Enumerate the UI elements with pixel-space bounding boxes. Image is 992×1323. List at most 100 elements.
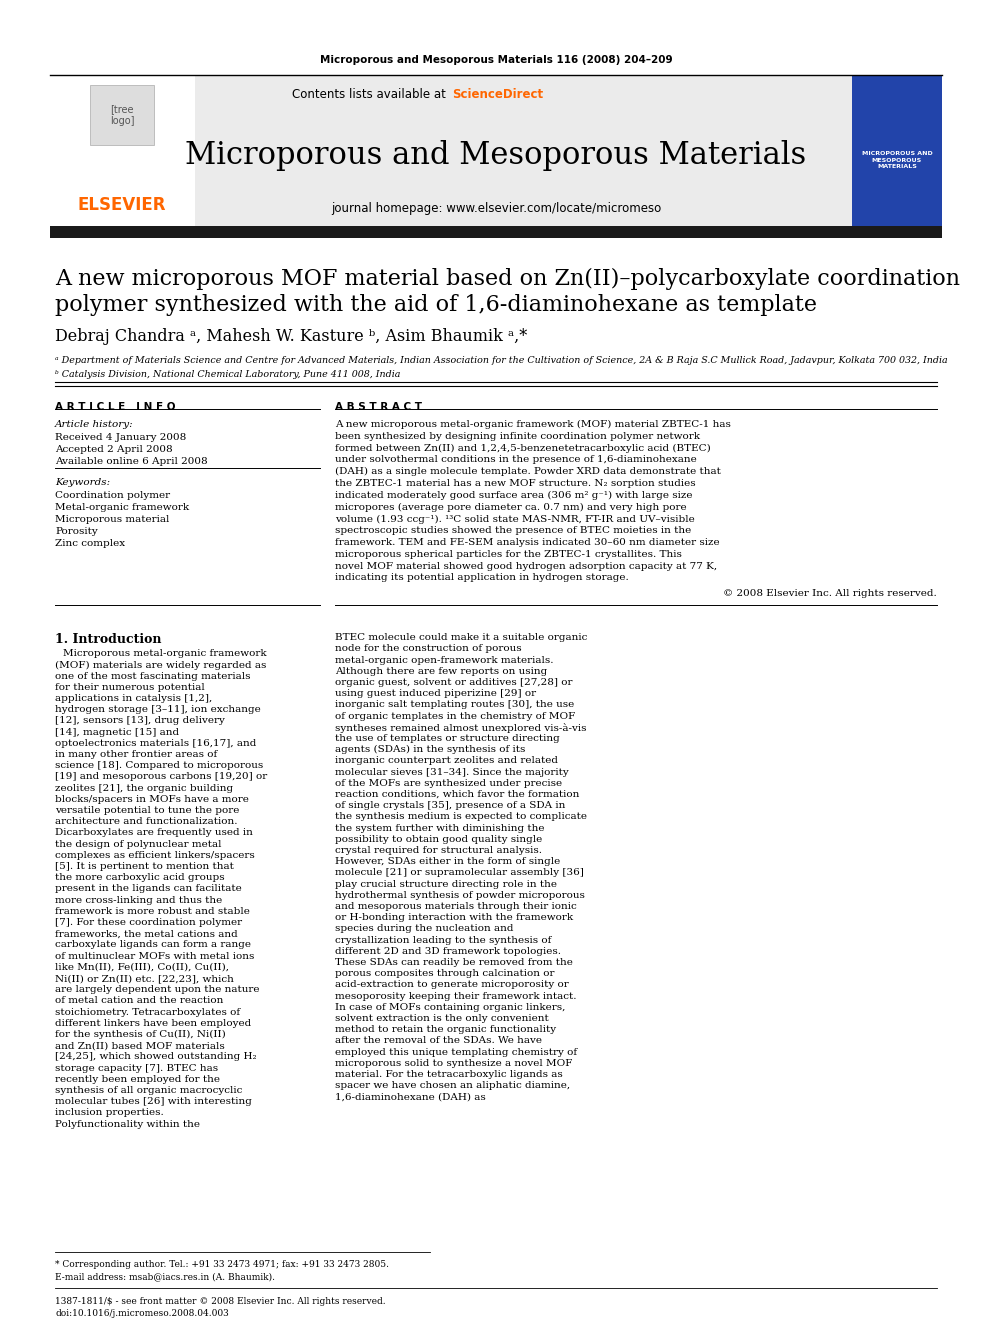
Text: indicating its potential application in hydrogen storage.: indicating its potential application in …	[335, 573, 629, 582]
Text: A B S T R A C T: A B S T R A C T	[335, 402, 422, 411]
Text: These SDAs can readily be removed from the: These SDAs can readily be removed from t…	[335, 958, 572, 967]
Text: journal homepage: www.elsevier.com/locate/micromeso: journal homepage: www.elsevier.com/locat…	[331, 202, 661, 216]
Text: © 2008 Elsevier Inc. All rights reserved.: © 2008 Elsevier Inc. All rights reserved…	[723, 589, 937, 598]
Text: inclusion properties.: inclusion properties.	[55, 1109, 164, 1118]
Text: method to retain the organic functionality: method to retain the organic functionali…	[335, 1025, 557, 1035]
Text: Debraj Chandra ᵃ, Mahesh W. Kasture ᵇ, Asim Bhaumik ᵃ,*: Debraj Chandra ᵃ, Mahesh W. Kasture ᵇ, A…	[55, 328, 528, 345]
Text: in many other frontier areas of: in many other frontier areas of	[55, 750, 217, 759]
Text: blocks/spacers in MOFs have a more: blocks/spacers in MOFs have a more	[55, 795, 249, 804]
Text: molecule [21] or supramolecular assembly [36]: molecule [21] or supramolecular assembly…	[335, 868, 584, 877]
Text: spectroscopic studies showed the presence of BTEC moieties in the: spectroscopic studies showed the presenc…	[335, 527, 691, 536]
Text: doi:10.1016/j.micromeso.2008.04.003: doi:10.1016/j.micromeso.2008.04.003	[55, 1308, 229, 1318]
Text: node for the construction of porous: node for the construction of porous	[335, 644, 522, 654]
Text: hydrogen storage [3–11], ion exchange: hydrogen storage [3–11], ion exchange	[55, 705, 261, 714]
Text: indicated moderately good surface area (306 m² g⁻¹) with large size: indicated moderately good surface area (…	[335, 491, 692, 500]
Text: volume (1.93 ccg⁻¹). ¹³C solid state MAS-NMR, FT-IR and UV–visible: volume (1.93 ccg⁻¹). ¹³C solid state MAS…	[335, 515, 694, 524]
Text: crystallization leading to the synthesis of: crystallization leading to the synthesis…	[335, 935, 552, 945]
Text: ELSEVIER: ELSEVIER	[77, 196, 167, 214]
Text: the ZBTEC-1 material has a new MOF structure. N₂ sorption studies: the ZBTEC-1 material has a new MOF struc…	[335, 479, 695, 488]
Text: polymer synthesized with the aid of 1,6-diaminohexane as template: polymer synthesized with the aid of 1,6-…	[55, 294, 817, 316]
Text: synthesis of all organic macrocyclic: synthesis of all organic macrocyclic	[55, 1086, 242, 1095]
Text: and mesoporous materials through their ionic: and mesoporous materials through their i…	[335, 902, 576, 912]
Text: optoelectronics materials [16,17], and: optoelectronics materials [16,17], and	[55, 738, 256, 747]
Text: for the synthesis of Cu(II), Ni(II): for the synthesis of Cu(II), Ni(II)	[55, 1031, 226, 1039]
Text: (MOF) materials are widely regarded as: (MOF) materials are widely regarded as	[55, 660, 267, 669]
Text: Dicarboxylates are frequently used in: Dicarboxylates are frequently used in	[55, 828, 253, 837]
Text: crystal required for structural analysis.: crystal required for structural analysis…	[335, 845, 542, 855]
Text: science [18]. Compared to microporous: science [18]. Compared to microporous	[55, 761, 263, 770]
Text: Ni(II) or Zn(II) etc. [22,23], which: Ni(II) or Zn(II) etc. [22,23], which	[55, 974, 234, 983]
Text: microporous spherical particles for the ZBTEC-1 crystallites. This: microporous spherical particles for the …	[335, 550, 682, 558]
Text: [12], sensors [13], drug delivery: [12], sensors [13], drug delivery	[55, 716, 225, 725]
Text: porous composites through calcination or: porous composites through calcination or	[335, 970, 555, 978]
Text: species during the nucleation and: species during the nucleation and	[335, 925, 514, 934]
Text: agents (SDAs) in the synthesis of its: agents (SDAs) in the synthesis of its	[335, 745, 526, 754]
Text: A new microporous metal-organic framework (MOF) material ZBTEC-1 has: A new microporous metal-organic framewor…	[335, 419, 731, 429]
Text: hydrothermal synthesis of powder microporous: hydrothermal synthesis of powder micropo…	[335, 890, 585, 900]
Text: the synthesis medium is expected to complicate: the synthesis medium is expected to comp…	[335, 812, 587, 822]
Text: A new microporous MOF material based on Zn(II)–polycarboxylate coordination: A new microporous MOF material based on …	[55, 269, 960, 290]
Text: molecular tubes [26] with interesting: molecular tubes [26] with interesting	[55, 1097, 252, 1106]
Text: or H-bonding interaction with the framework: or H-bonding interaction with the framew…	[335, 913, 573, 922]
Text: A R T I C L E   I N F O: A R T I C L E I N F O	[55, 402, 176, 411]
Text: reaction conditions, which favor the formation: reaction conditions, which favor the for…	[335, 790, 579, 799]
Text: novel MOF material showed good hydrogen adsorption capacity at 77 K,: novel MOF material showed good hydrogen …	[335, 561, 717, 570]
Text: micropores (average pore diameter ca. 0.7 nm) and very high pore: micropores (average pore diameter ca. 0.…	[335, 503, 686, 512]
Text: [24,25], which showed outstanding H₂: [24,25], which showed outstanding H₂	[55, 1052, 257, 1061]
Text: stoichiometry. Tetracarboxylates of: stoichiometry. Tetracarboxylates of	[55, 1008, 240, 1016]
Text: Contents lists available at: Contents lists available at	[293, 89, 450, 101]
Text: possibility to obtain good quality single: possibility to obtain good quality singl…	[335, 835, 543, 844]
FancyBboxPatch shape	[50, 75, 195, 228]
FancyBboxPatch shape	[50, 226, 942, 238]
Text: been synthesized by designing infinite coordination polymer network: been synthesized by designing infinite c…	[335, 431, 700, 441]
Text: metal-organic open-framework materials.: metal-organic open-framework materials.	[335, 656, 554, 664]
Text: ᵇ Catalysis Division, National Chemical Laboratory, Pune 411 008, India: ᵇ Catalysis Division, National Chemical …	[55, 370, 401, 378]
Text: after the removal of the SDAs. We have: after the removal of the SDAs. We have	[335, 1036, 542, 1045]
Text: formed between Zn(II) and 1,2,4,5-benzenetetracarboxylic acid (BTEC): formed between Zn(II) and 1,2,4,5-benzen…	[335, 443, 710, 452]
Text: Coordination polymer: Coordination polymer	[55, 491, 170, 500]
Text: of organic templates in the chemistry of MOF: of organic templates in the chemistry of…	[335, 712, 575, 721]
Text: framework. TEM and FE-SEM analysis indicated 30–60 nm diameter size: framework. TEM and FE-SEM analysis indic…	[335, 538, 719, 546]
Text: BTEC molecule could make it a suitable organic: BTEC molecule could make it a suitable o…	[335, 634, 587, 642]
Text: and Zn(II) based MOF materials: and Zn(II) based MOF materials	[55, 1041, 225, 1050]
Text: the use of templates or structure directing: the use of templates or structure direct…	[335, 734, 559, 744]
Text: Accepted 2 April 2008: Accepted 2 April 2008	[55, 445, 173, 454]
Text: applications in catalysis [1,2],: applications in catalysis [1,2],	[55, 695, 212, 703]
Text: Received 4 January 2008: Received 4 January 2008	[55, 433, 186, 442]
Text: of metal cation and the reaction: of metal cation and the reaction	[55, 996, 223, 1005]
Text: the system further with diminishing the: the system further with diminishing the	[335, 824, 545, 832]
Text: one of the most fascinating materials: one of the most fascinating materials	[55, 672, 251, 680]
Text: [tree
logo]: [tree logo]	[110, 105, 134, 126]
Text: * Corresponding author. Tel.: +91 33 2473 4971; fax: +91 33 2473 2805.: * Corresponding author. Tel.: +91 33 247…	[55, 1259, 389, 1269]
Text: Although there are few reports on using: Although there are few reports on using	[335, 667, 548, 676]
Text: molecular sieves [31–34]. Since the majority: molecular sieves [31–34]. Since the majo…	[335, 767, 568, 777]
Text: using guest induced piperizine [29] or: using guest induced piperizine [29] or	[335, 689, 536, 699]
Text: for their numerous potential: for their numerous potential	[55, 683, 204, 692]
Text: E-mail address: msab@iacs.res.in (A. Bhaumik).: E-mail address: msab@iacs.res.in (A. Bha…	[55, 1271, 275, 1281]
Text: 1. Introduction: 1. Introduction	[55, 634, 162, 646]
Text: storage capacity [7]. BTEC has: storage capacity [7]. BTEC has	[55, 1064, 218, 1073]
Text: microporous solid to synthesize a novel MOF: microporous solid to synthesize a novel …	[335, 1058, 572, 1068]
Text: Keywords:: Keywords:	[55, 478, 110, 487]
Text: material. For the tetracarboxylic ligands as: material. For the tetracarboxylic ligand…	[335, 1070, 562, 1080]
Text: play crucial structure directing role in the: play crucial structure directing role in…	[335, 880, 557, 889]
Text: [5]. It is pertinent to mention that: [5]. It is pertinent to mention that	[55, 863, 234, 871]
Text: Microporous and Mesoporous Materials: Microporous and Mesoporous Materials	[186, 140, 806, 171]
Text: are largely dependent upon the nature: are largely dependent upon the nature	[55, 986, 260, 994]
FancyBboxPatch shape	[852, 75, 942, 228]
Text: carboxylate ligands can form a range: carboxylate ligands can form a range	[55, 941, 251, 950]
Text: spacer we have chosen an aliphatic diamine,: spacer we have chosen an aliphatic diami…	[335, 1081, 570, 1090]
Text: mesoporosity keeping their framework intact.: mesoporosity keeping their framework int…	[335, 992, 576, 1000]
Text: In case of MOFs containing organic linkers,: In case of MOFs containing organic linke…	[335, 1003, 565, 1012]
Text: inorganic counterpart zeolites and related: inorganic counterpart zeolites and relat…	[335, 757, 558, 766]
Text: Zinc complex: Zinc complex	[55, 538, 125, 548]
Text: different 2D and 3D framework topologies.: different 2D and 3D framework topologies…	[335, 947, 561, 955]
Text: syntheses remained almost unexplored vis-à-vis: syntheses remained almost unexplored vis…	[335, 722, 586, 733]
Text: solvent extraction is the only convenient: solvent extraction is the only convenien…	[335, 1013, 549, 1023]
Text: Available online 6 April 2008: Available online 6 April 2008	[55, 456, 207, 466]
Text: under solvothermal conditions in the presence of 1,6-diaminohexane: under solvothermal conditions in the pre…	[335, 455, 696, 464]
Text: architecture and functionalization.: architecture and functionalization.	[55, 818, 237, 826]
Text: of single crystals [35], presence of a SDA in: of single crystals [35], presence of a S…	[335, 802, 565, 810]
Text: the more carboxylic acid groups: the more carboxylic acid groups	[55, 873, 224, 882]
FancyBboxPatch shape	[50, 75, 942, 228]
